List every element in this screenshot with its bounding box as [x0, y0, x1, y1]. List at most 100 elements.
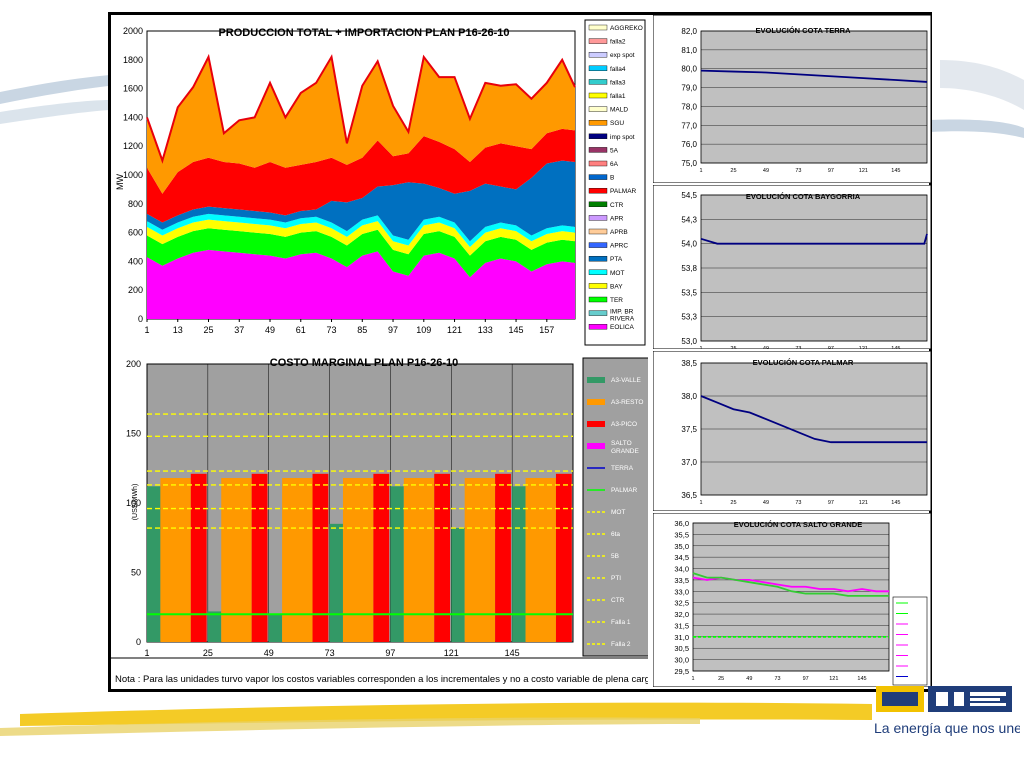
production-xtick-label: 133	[478, 325, 493, 335]
salto-grande-chart: 29,5 30,0 30,5 31,0 31,5 32,0 32,5 33,0 33,5 34,0…	[653, 513, 931, 687]
production-legend-label: falla2	[610, 39, 626, 46]
production-legend-swatch	[588, 324, 608, 330]
cost-xtick-label: 49	[264, 648, 274, 658]
production-legend-label: falla3	[610, 79, 626, 86]
ute-slogan: La energía que nos une	[874, 720, 1020, 736]
production-legend-label: TER	[610, 297, 623, 304]
salto-plot-ytick-label: 35,0	[674, 542, 689, 551]
production-legend-label: MALD	[610, 107, 628, 114]
salto-plot-xtick-label: 97	[803, 676, 809, 682]
production-legend-swatch	[588, 187, 608, 194]
cost-bar-valle	[268, 614, 283, 642]
terra-plot-xtick-label: 97	[828, 168, 834, 174]
bay-plot-ytick-label: 54,0	[681, 240, 697, 249]
production-legend-box	[584, 19, 646, 346]
salto-plot-ytick-label: 31,0	[674, 633, 689, 642]
production-legend-swatch	[588, 296, 608, 303]
terra-plot-ytick-label: 78,0	[681, 102, 697, 111]
production-legend-label: PALMAR	[610, 188, 637, 195]
salto-plot-ytick-label: 31,5	[674, 621, 689, 630]
palmar-plot-ytick-label: 36,5	[681, 491, 697, 500]
palmar-plot-ytick-label: 38,5	[681, 359, 697, 368]
production-xtick-label: 61	[296, 325, 306, 335]
cost-bar-valle	[147, 486, 161, 642]
palmar-plot-xtick-label: 145	[891, 500, 900, 506]
cost-bar-pico	[495, 473, 511, 642]
production-legend-swatch	[588, 255, 608, 262]
cost-chart: 0 50 100 150 200 1 25 49 73 97 121 145 COSTO MARGIN…	[111, 352, 648, 688]
production-legend-label: APR	[610, 215, 624, 222]
production-ytick-label: 1200	[123, 141, 143, 151]
cost-legend-label: Falla 2	[611, 641, 631, 648]
cost-legend-label: A3-VALLE	[611, 377, 642, 384]
production-legend-swatch	[588, 147, 608, 153]
production-xtick-label: 37	[234, 325, 244, 335]
cost-legend-label: MOT	[611, 509, 625, 516]
cost-bar-pico	[373, 473, 390, 642]
production-legend-swatch	[588, 65, 608, 71]
bay-plot-xtick-label: 97	[828, 346, 834, 349]
line-series-terra	[700, 69, 928, 83]
production-legend-label: 5A	[610, 147, 619, 154]
production-legend-swatch	[588, 242, 608, 248]
production-legend-swatch	[588, 228, 608, 235]
cost-bar-resto	[160, 477, 191, 642]
production-legend-label: RIVERA	[610, 316, 635, 323]
area-series-ter	[147, 228, 575, 278]
cost-bar-pico	[190, 473, 207, 642]
bay-plot-ytick-label: 53,8	[681, 264, 697, 273]
area-series-eolica	[147, 249, 575, 319]
cost-xtick-label: 25	[203, 648, 213, 658]
palmar-chart-title: EVOLUCIÓN COTA PALMAR	[753, 358, 854, 367]
ute-logo: La energía que nos une	[872, 684, 1022, 764]
production-legend-swatch	[588, 283, 608, 289]
cost-legend-swatch	[587, 443, 605, 449]
salto-plot-ytick-label: 30,5	[674, 644, 689, 653]
terra-plot-ytick-label: 75,0	[681, 159, 697, 168]
salto-plot-xtick-label: 73	[774, 676, 780, 682]
palmar-plot-xtick-label: 73	[795, 500, 801, 506]
production-ytick-label: 400	[128, 256, 143, 266]
bay-plot-ytick-label: 53,5	[681, 288, 697, 297]
terra-plot-plot-area	[700, 30, 928, 164]
production-ytick-label: 600	[128, 228, 143, 238]
production-xtick-label: 97	[388, 325, 398, 335]
production-legend-swatch	[588, 160, 608, 167]
bay-plot-xtick-label: 25	[730, 346, 736, 349]
cost-legend-label: Falla 1	[611, 619, 631, 626]
production-legend-swatch	[588, 52, 608, 58]
production-legend-label: EOLICA	[610, 324, 635, 331]
area-series-mot	[147, 213, 575, 247]
palmar-plot-ytick-label: 37,0	[681, 458, 697, 467]
line-series-baygorria	[700, 233, 928, 245]
production-legend-swatch	[588, 310, 608, 316]
cost-chart-title: COSTO MARGINAL PLAN P16-26-10	[270, 357, 458, 369]
cost-bar-resto	[342, 477, 374, 642]
production-legend-swatch	[588, 38, 608, 44]
production-legend-label: MOT	[610, 270, 624, 277]
production-xtick-label: 49	[265, 325, 275, 335]
palmar-plot-xtick-label: 121	[859, 500, 868, 506]
area-series-sgu	[147, 56, 575, 194]
cost-ytick-label: 100	[126, 498, 141, 508]
ute-logo-mark: La energía que nos une	[874, 686, 1022, 736]
cost-bar-resto	[464, 477, 496, 642]
terra-plot-ytick-label: 79,0	[681, 84, 697, 93]
cost-bar-valle	[329, 523, 343, 642]
production-ytick-label: 1600	[123, 84, 143, 94]
bay-plot-ytick-label: 54,3	[681, 215, 697, 224]
production-legend-label: APRB	[610, 229, 628, 236]
production-legend-label: PTA	[610, 256, 623, 263]
terra-plot-ytick-label: 80,0	[681, 65, 697, 74]
production-legend-label: APRC	[610, 243, 628, 250]
cost-bar-valle	[512, 486, 526, 642]
cost-xtick-label: 97	[385, 648, 395, 658]
cost-xtick-label: 145	[505, 648, 520, 658]
cost-xtick-label: 121	[444, 648, 459, 658]
production-ytick-label: 0	[138, 314, 143, 324]
salto-plot-ytick-label: 30,0	[674, 656, 689, 665]
dashboard-frame: 0 200 400 600 800 1000 1200 1400 1600 1800 2000 1 13…	[108, 12, 932, 692]
bay-plot-ytick-label: 54,5	[681, 191, 697, 200]
salto-plot-ytick-label: 32,0	[674, 610, 689, 619]
